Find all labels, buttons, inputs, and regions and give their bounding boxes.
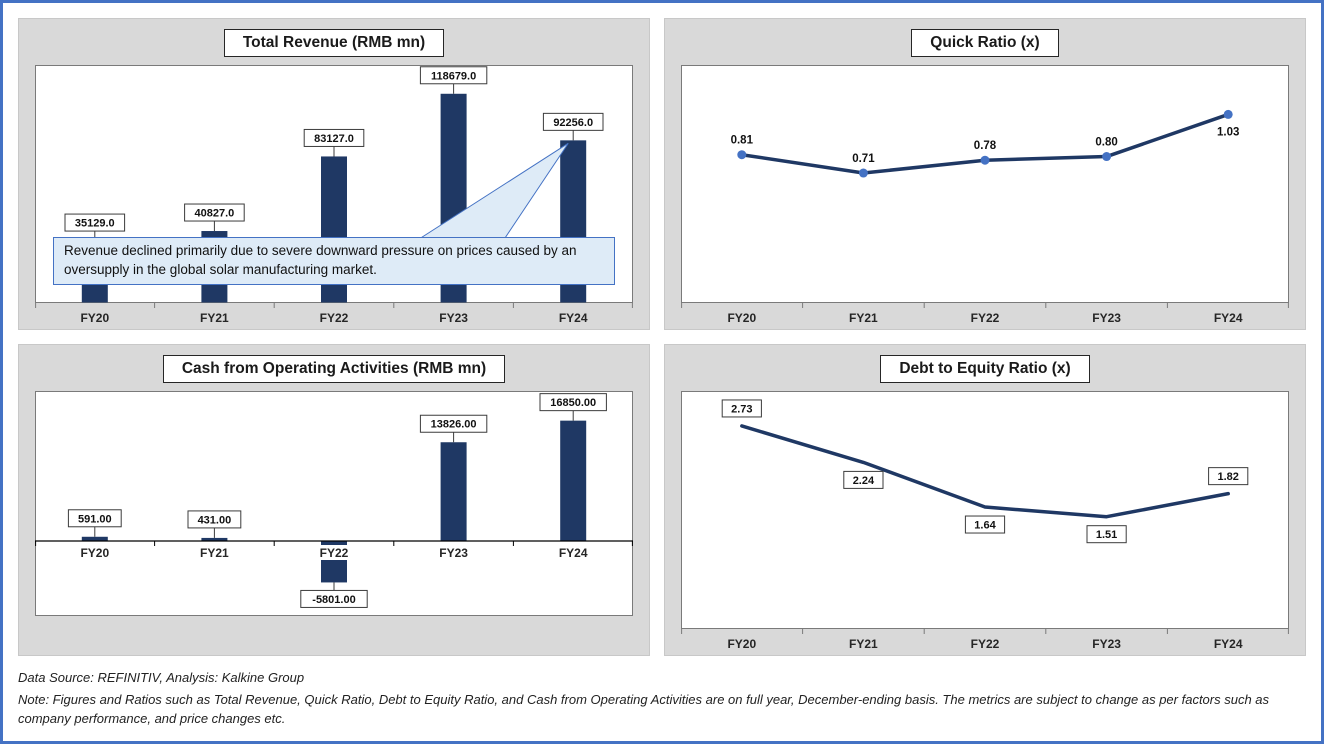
svg-text:FY20: FY20 — [80, 311, 109, 325]
svg-text:16850.00: 16850.00 — [550, 397, 596, 409]
svg-text:FY20: FY20 — [727, 637, 756, 651]
svg-text:92256.0: 92256.0 — [553, 117, 593, 129]
debt-to-equity-ratio-svg: 2.73 2.24 1.64 1.51 1.82 FY20 FY21 FY22 FY23 FY24 — [681, 391, 1289, 651]
data-source-line: Data Source: REFINITIV, Analysis: Kalkin… — [18, 670, 305, 685]
panel-total-revenue: Total Revenue (RMB mn) 35129.0 40827.0 831… — [18, 18, 650, 330]
svg-text:FY20: FY20 — [727, 311, 756, 325]
quick-ratio-title: Quick Ratio (x) — [911, 29, 1059, 57]
svg-text:591.00: 591.00 — [78, 513, 112, 525]
svg-text:FY21: FY21 — [849, 311, 878, 325]
svg-text:0.71: 0.71 — [852, 153, 875, 165]
svg-text:FY24: FY24 — [559, 546, 588, 560]
footer-notes: Data Source: REFINITIV, Analysis: Kalkin… — [18, 668, 1306, 729]
title-wrap: Cash from Operating Activities (RMB mn) — [35, 355, 633, 383]
revenue-decline-callout: Revenue declined primarily due to severe… — [53, 237, 615, 285]
svg-text:FY24: FY24 — [1214, 311, 1243, 325]
svg-text:FY23: FY23 — [1092, 637, 1121, 651]
panel-quick-ratio: Quick Ratio (x) 0.81 0.71 0.78 0.80 1.03 FY20… — [664, 18, 1306, 330]
svg-text:FY23: FY23 — [439, 546, 468, 560]
debt-to-equity-chart: 2.73 2.24 1.64 1.51 1.82 FY20 FY21 FY22 FY23 FY24 — [681, 391, 1289, 655]
svg-text:118679.0: 118679.0 — [431, 70, 476, 82]
title-wrap: Total Revenue (RMB mn) — [35, 29, 633, 57]
svg-text:FY20: FY20 — [80, 546, 109, 560]
svg-text:0.80: 0.80 — [1095, 137, 1117, 149]
total-revenue-chart: 35129.0 40827.0 83127.0 118679.0 92256.0 FY20… — [35, 65, 633, 329]
cash-operating-title: Cash from Operating Activities (RMB mn) — [162, 355, 506, 383]
svg-text:FY21: FY21 — [200, 546, 229, 560]
total-revenue-title: Total Revenue (RMB mn) — [223, 29, 445, 57]
svg-text:-5801.00: -5801.00 — [312, 594, 355, 606]
charts-grid: Total Revenue (RMB mn) 35129.0 40827.0 831… — [18, 18, 1306, 656]
svg-text:35129.0: 35129.0 — [75, 218, 115, 230]
svg-text:FY23: FY23 — [439, 311, 468, 325]
panel-debt-to-equity: Debt to Equity Ratio (x) 2.73 2.24 1.64 1.5… — [664, 344, 1306, 656]
svg-text:1.51: 1.51 — [1096, 529, 1117, 541]
svg-text:FY22: FY22 — [320, 311, 349, 325]
svg-text:0.78: 0.78 — [974, 140, 997, 152]
svg-text:FY22: FY22 — [320, 546, 349, 560]
svg-text:FY24: FY24 — [559, 311, 588, 325]
svg-text:FY21: FY21 — [849, 637, 878, 651]
svg-text:13826.00: 13826.00 — [431, 419, 477, 431]
total-revenue-svg: 35129.0 40827.0 83127.0 118679.0 92256.0 FY20… — [35, 65, 633, 325]
note-line: Note: Figures and Ratios such as Total R… — [18, 691, 1270, 727]
cash-from-operating-activities-svg: 591.00 431.00 -5801.00 13826.00 16850.00 FY20… — [35, 391, 633, 616]
svg-text:40827.0: 40827.0 — [195, 208, 235, 220]
svg-text:1.82: 1.82 — [1217, 471, 1238, 483]
svg-text:FY24: FY24 — [1214, 637, 1243, 651]
title-wrap: Quick Ratio (x) — [681, 29, 1289, 57]
svg-text:431.00: 431.00 — [198, 514, 232, 526]
svg-text:2.24: 2.24 — [853, 475, 875, 487]
svg-text:FY22: FY22 — [971, 637, 1000, 651]
svg-text:83127.0: 83127.0 — [314, 133, 354, 145]
quick-ratio-chart: 0.81 0.71 0.78 0.80 1.03 FY20 FY21 FY22 FY23 FY24 — [681, 65, 1289, 329]
svg-text:FY22: FY22 — [971, 311, 1000, 325]
svg-text:1.64: 1.64 — [974, 520, 996, 532]
debt-to-equity-title: Debt to Equity Ratio (x) — [880, 355, 1090, 383]
title-wrap: Debt to Equity Ratio (x) — [681, 355, 1289, 383]
panel-cash-operating: Cash from Operating Activities (RMB mn) … — [18, 344, 650, 656]
svg-text:1.03: 1.03 — [1217, 126, 1239, 138]
svg-text:FY21: FY21 — [200, 311, 229, 325]
svg-text:2.73: 2.73 — [731, 403, 752, 415]
cash-operating-chart: 591.00 431.00 -5801.00 13826.00 16850.00 FY20… — [35, 391, 633, 616]
svg-text:0.81: 0.81 — [731, 135, 754, 147]
svg-text:FY23: FY23 — [1092, 311, 1121, 325]
quick-ratio-svg: 0.81 0.71 0.78 0.80 1.03 FY20 FY21 FY22 FY23 FY24 — [681, 65, 1289, 325]
